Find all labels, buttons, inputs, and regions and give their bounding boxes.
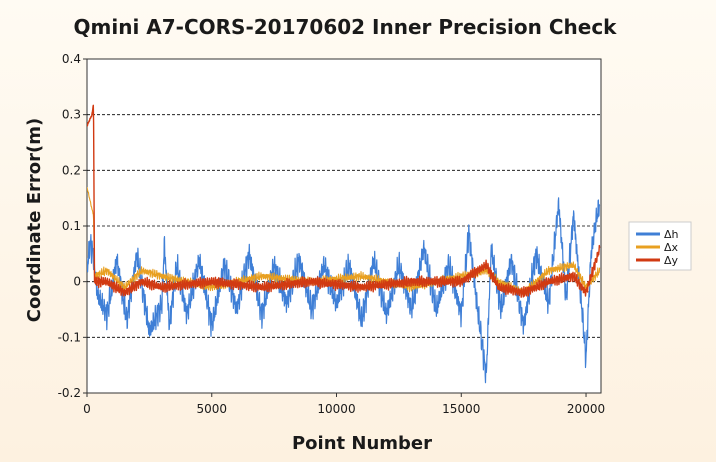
series-line-1 (87, 187, 601, 296)
chart-title: Qmini A7-CORS-20170602 Inner Precision C… (74, 15, 618, 39)
series-layer (87, 104, 601, 384)
legend-label-0: Δh (664, 228, 679, 241)
x-tick-label-4: 20000 (567, 402, 605, 416)
legend-label-2: Δy (664, 254, 679, 267)
y-tick-label-0: -0.2 (58, 386, 81, 400)
y-tick-label-2: 0 (73, 275, 81, 289)
y-tick-label-3: 0.1 (62, 219, 81, 233)
x-axis-label: Point Number (292, 433, 432, 454)
y-tick-label-4: 0.2 (62, 163, 81, 177)
y-axis-ticks: -0.2 -0.1 0 0.1 0.2 0.3 0.4 (58, 52, 87, 400)
legend-label-1: Δx (664, 241, 679, 254)
x-tick-label-3: 15000 (442, 402, 480, 416)
y-axis-label: Coordinate Error(m) (24, 118, 45, 322)
y-tick-label-5: 0.3 (62, 108, 81, 122)
y-tick-label-6: 0.4 (62, 52, 81, 66)
series-line-2 (87, 104, 601, 298)
y-tick-label-1: -0.1 (58, 330, 81, 344)
x-tick-label-0: 0 (83, 402, 91, 416)
x-tick-label-2: 10000 (317, 402, 355, 416)
x-axis-ticks: 0 5000 10000 15000 20000 (83, 393, 605, 416)
x-tick-label-1: 5000 (196, 402, 227, 416)
